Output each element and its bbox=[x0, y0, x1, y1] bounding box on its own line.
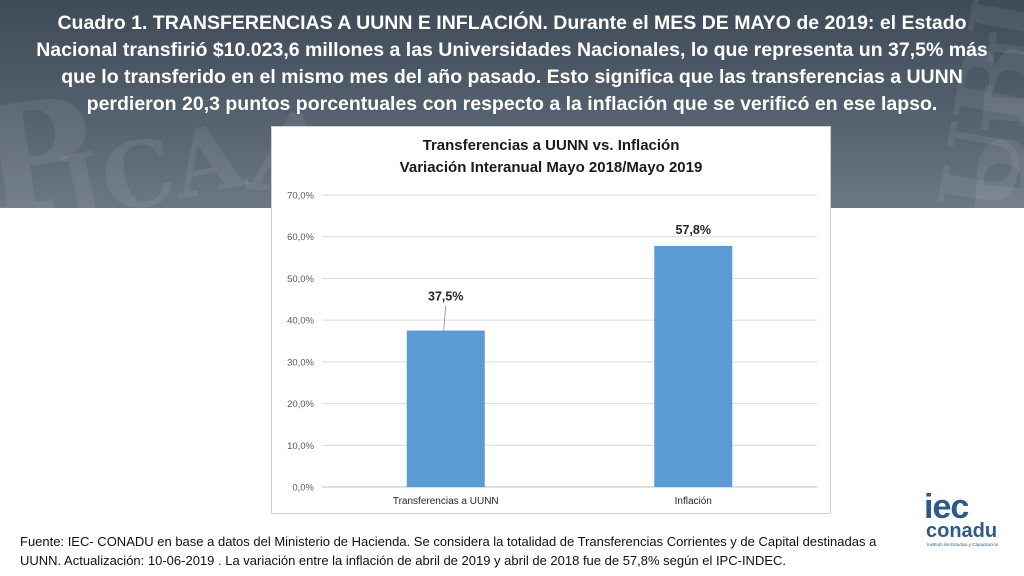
headline: Cuadro 1. TRANSFERENCIAS A UUNN E INFLAC… bbox=[36, 12, 988, 115]
x-axis: Transferencias a UUNN Inflación bbox=[393, 496, 712, 507]
y-tick-label: 20,0% bbox=[287, 399, 314, 410]
data-label-leader bbox=[443, 305, 447, 331]
bar-chart: 0,0%10,0%20,0%30,0%40,0%50,0%60,0%70,0% … bbox=[287, 191, 817, 507]
data-labels: 37,5% 57,8% bbox=[428, 223, 711, 331]
y-tick-label: 50,0% bbox=[287, 274, 314, 285]
x-tick-label: Inflación bbox=[675, 496, 712, 507]
x-tick-label: Transferencias a UUNN bbox=[393, 496, 499, 507]
source-note: Fuente: IEC- CONADU en base a datos del … bbox=[20, 534, 877, 568]
logo-text-conadu: conadu bbox=[926, 520, 998, 542]
y-tick-label: 0,0% bbox=[292, 483, 314, 494]
y-tick-label: 10,0% bbox=[287, 441, 314, 452]
logo-tagline: Instituto de Estudios y Capacitación bbox=[927, 542, 999, 547]
bars bbox=[406, 245, 733, 487]
logo-text-iec: iec bbox=[924, 488, 969, 526]
y-tick-label: 40,0% bbox=[287, 316, 314, 327]
y-tick-label: 60,0% bbox=[287, 232, 314, 243]
chart-title: Transferencias a UUNN vs. Inflación bbox=[422, 137, 680, 154]
chart-title-block: Transferencias a UUNN vs. Inflación Vari… bbox=[272, 135, 830, 179]
data-label: 57,8% bbox=[676, 223, 711, 237]
data-label: 37,5% bbox=[428, 290, 463, 304]
chart-container: 0,0% 10,0% 20,0% 30,0% 40,0% 50,0% 60,0% 70,0% … bbox=[271, 126, 831, 514]
bar-inflacion bbox=[654, 245, 733, 487]
iec-conadu-logo: iec conadu Instituto de Estudios y Capac… bbox=[924, 488, 1014, 550]
y-tick-label: 70,0% bbox=[287, 191, 314, 202]
gridlines bbox=[322, 194, 817, 488]
y-tick-label: 30,0% bbox=[287, 357, 314, 368]
bar-transferencias bbox=[406, 330, 485, 487]
y-axis: 0,0% 10,0% 20,0% 30,0% 40,0% 50,0% 60,0% 70,0% bbox=[287, 191, 314, 494]
chart-subtitle: Variación Interanual Mayo 2018/Mayo 2019 bbox=[399, 159, 703, 176]
